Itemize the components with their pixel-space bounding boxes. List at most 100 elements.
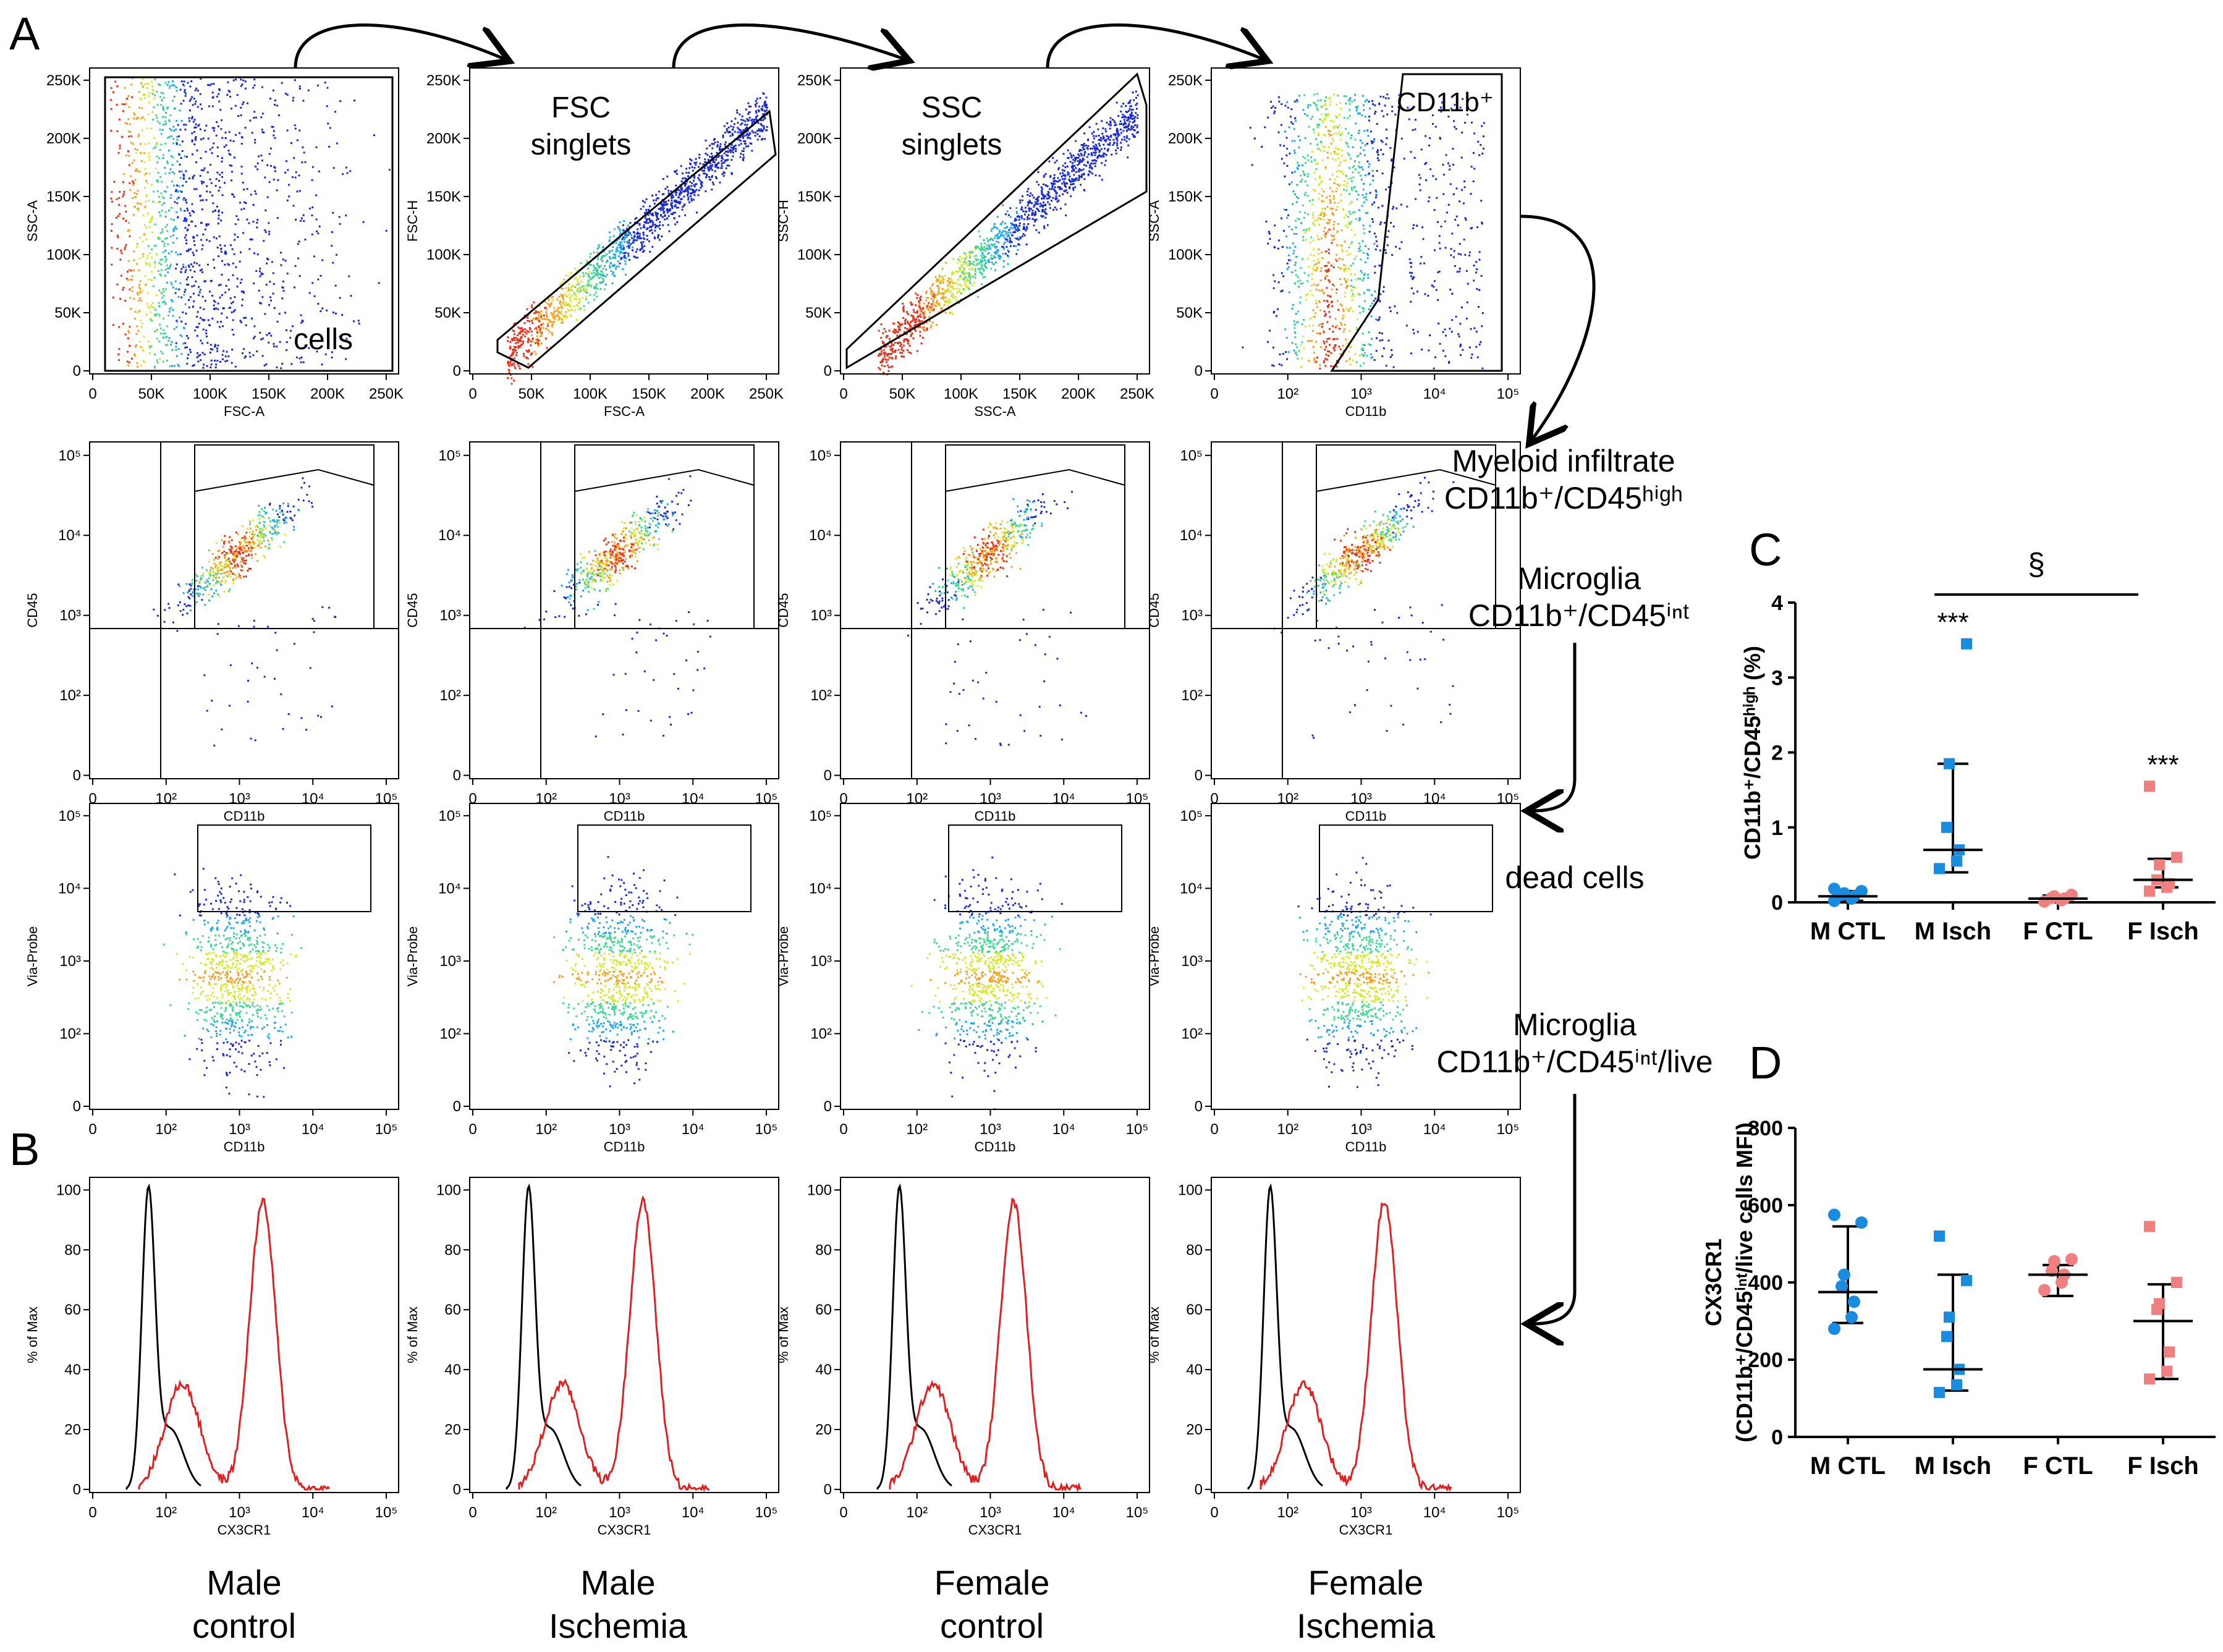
event-dot (167, 339, 170, 342)
event-dot (551, 299, 554, 302)
event-dot (888, 353, 891, 355)
event-dot (1044, 203, 1047, 206)
event-dot (758, 135, 761, 138)
event-dot (1323, 310, 1326, 313)
event-dot (1308, 324, 1310, 327)
event-dot (127, 222, 130, 224)
event-dot (1355, 361, 1358, 363)
event-dot (127, 150, 130, 153)
event-dot (571, 289, 574, 292)
y-tick-label: 250K (797, 72, 832, 89)
event-dot (261, 337, 264, 340)
event-dot (734, 145, 737, 147)
event-dot (948, 279, 951, 281)
event-dot (1287, 254, 1290, 256)
event-dot (168, 150, 171, 152)
event-dot (614, 253, 616, 256)
event-dot (179, 190, 182, 192)
event-dot (1064, 203, 1067, 206)
event-dot (565, 274, 567, 277)
event-dot (270, 334, 273, 337)
event-dot (945, 290, 947, 293)
event-dot (974, 273, 976, 275)
event-dot (641, 247, 643, 249)
event-dot (1025, 243, 1028, 245)
event-dot (578, 291, 580, 294)
event-dot (213, 304, 215, 307)
event-dot (261, 273, 264, 275)
event-dot (551, 331, 553, 334)
event-dot (1018, 244, 1020, 246)
event-dot (218, 284, 220, 287)
event-dot (1116, 127, 1119, 130)
event-dot (748, 105, 750, 108)
event-dot (1332, 338, 1334, 341)
event-dot (596, 263, 598, 265)
event-dot (1296, 99, 1298, 101)
event-dot (187, 337, 190, 339)
event-dot (268, 341, 270, 344)
event-dot (1041, 193, 1044, 196)
event-dot (898, 326, 900, 329)
event-dot (661, 206, 663, 209)
event-dot (761, 109, 763, 111)
event-dot (562, 294, 565, 297)
event-dot (185, 250, 188, 252)
event-dot (722, 171, 725, 173)
event-dot (170, 135, 172, 137)
event-dot (1024, 206, 1027, 209)
event-dot (111, 263, 113, 266)
event-dot (295, 171, 297, 174)
event-dot (617, 227, 620, 229)
event-dot (973, 255, 976, 258)
event-dot (535, 338, 538, 341)
event-dot (166, 264, 168, 266)
event-dot (632, 239, 635, 242)
event-dot (574, 286, 577, 288)
event-dot (747, 145, 750, 147)
event-dot (175, 268, 177, 270)
event-dot (302, 100, 305, 102)
event-dot (1338, 169, 1340, 172)
event-dot (1078, 150, 1080, 152)
event-dot (180, 296, 183, 299)
event-dot (550, 302, 553, 305)
event-dot (553, 307, 556, 309)
event-dot (187, 284, 190, 286)
cells-gate (104, 76, 394, 372)
event-dot (561, 310, 563, 313)
event-dot (711, 147, 714, 150)
event-dot (527, 363, 530, 365)
event-dot (1280, 217, 1282, 219)
event-dot (242, 232, 245, 234)
event-dot (911, 333, 913, 335)
event-dot (1302, 336, 1305, 338)
event-dot (902, 308, 905, 311)
event-dot (173, 172, 176, 175)
event-dot (1109, 122, 1112, 124)
event-dot (199, 93, 201, 95)
event-dot (156, 104, 159, 106)
event-dot (191, 210, 193, 212)
event-dot (1277, 96, 1280, 98)
event-dot (1044, 216, 1047, 219)
event-dot (1324, 313, 1327, 315)
event-dot (1420, 256, 1423, 258)
event-dot (332, 211, 334, 214)
event-dot (168, 120, 171, 122)
event-dot (242, 103, 244, 106)
event-dot (693, 191, 696, 193)
event-dot (140, 345, 142, 348)
event-dot (522, 329, 525, 331)
event-dot (280, 264, 282, 266)
event-dot (1102, 127, 1104, 130)
event-dot (1114, 133, 1117, 135)
event-dot (266, 334, 268, 336)
event-dot (629, 259, 631, 261)
event-dot (200, 339, 202, 342)
event-dot (1078, 148, 1081, 151)
event-dot (508, 371, 510, 374)
event-dot (932, 302, 934, 304)
event-dot (235, 215, 238, 218)
event-dot (950, 311, 952, 314)
